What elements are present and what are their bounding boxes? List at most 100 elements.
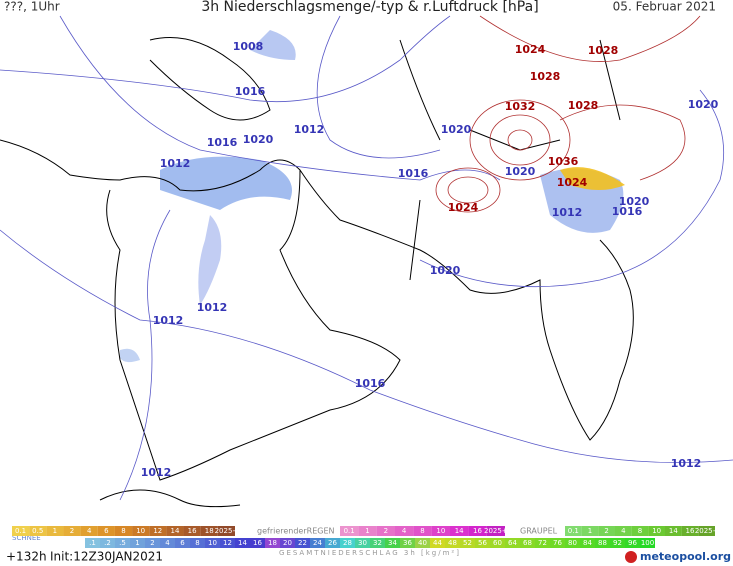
legend-value: 72 xyxy=(538,539,547,547)
legend-value: 2025+ xyxy=(215,527,239,535)
legend-value: 2 xyxy=(604,527,608,535)
legend-cell xyxy=(217,526,235,536)
legend-cell xyxy=(340,538,355,548)
legend-cell xyxy=(166,526,184,536)
legend-cell xyxy=(183,526,201,536)
forecast-lead: +132h xyxy=(6,550,47,564)
isobar-label: 1012 xyxy=(552,206,583,219)
legend-value: 8 xyxy=(420,527,424,535)
legend-cell xyxy=(220,538,235,548)
brand: meteopool.org xyxy=(640,550,731,563)
legend-value: 4 xyxy=(402,527,407,535)
snow-label: SCHNEE xyxy=(12,534,41,542)
legend-value: 16 xyxy=(188,527,197,535)
legend-value: 1 xyxy=(588,527,592,535)
legend-value: 6 xyxy=(104,527,109,535)
legend-cell xyxy=(581,526,599,536)
legend-cell xyxy=(85,538,100,548)
legend-cell xyxy=(580,538,595,548)
legend-value: 20 xyxy=(283,539,292,547)
legend-cell xyxy=(468,526,487,536)
legend-value: 6 xyxy=(180,539,185,547)
isobar-label: 1024 xyxy=(557,176,588,189)
legend-cell xyxy=(115,538,130,548)
legend-value: .1 xyxy=(89,539,96,547)
legend-value: 12 xyxy=(153,527,162,535)
legend-cell xyxy=(280,538,295,548)
init-time: Init:12Z30JAN2021 xyxy=(50,550,163,564)
isobar-label: 1020 xyxy=(688,98,719,111)
isobar-label: 1016 xyxy=(398,167,429,180)
legend-cell xyxy=(385,538,400,548)
legend-value: 64 xyxy=(508,539,517,547)
legend-value: 30 xyxy=(358,539,367,547)
legend-cell xyxy=(190,538,205,548)
legend-value: 18 xyxy=(205,527,214,535)
header-left: ???, 1Uhr xyxy=(4,0,60,14)
legend-value: 88 xyxy=(598,539,607,547)
legend-cell xyxy=(610,538,625,548)
legend-cell xyxy=(130,538,145,548)
legend-cell xyxy=(235,538,250,548)
legend-cell xyxy=(200,526,218,536)
isobar-label: 1012 xyxy=(160,157,191,170)
legend-value: 2025+ xyxy=(484,527,508,535)
legend-cell xyxy=(400,538,415,548)
legend-cell xyxy=(565,538,580,548)
legend-value: 8 xyxy=(638,527,642,535)
legend-cell xyxy=(295,538,310,548)
legend-value: 14 xyxy=(669,527,678,535)
legend-cell xyxy=(80,526,98,536)
legend-value: 10 xyxy=(136,527,145,535)
legend-cell xyxy=(490,538,505,548)
legend-cell xyxy=(550,538,565,548)
legend-cell xyxy=(250,538,265,548)
legend-value: 0.1 xyxy=(15,527,26,535)
legend-cell xyxy=(97,526,115,536)
legend-value: 34 xyxy=(388,539,397,547)
legend-cell xyxy=(681,526,699,536)
legend-cell xyxy=(355,538,370,548)
legend-value: 76 xyxy=(553,539,562,547)
isobar-label: 1028 xyxy=(530,70,561,83)
legend-value: 10 xyxy=(208,539,217,547)
legend-cell xyxy=(358,526,377,536)
legend-value: 80 xyxy=(568,539,577,547)
legend-cell xyxy=(114,526,133,536)
legend-cell xyxy=(415,538,430,548)
isobar-label: 1016 xyxy=(355,377,386,390)
isobar-label: 1024 xyxy=(448,201,479,214)
isobar-label: 1020 xyxy=(430,264,461,277)
legend-cell xyxy=(376,526,395,536)
legend-value: 4 xyxy=(87,527,92,535)
legend-cell xyxy=(160,538,175,548)
legend-cell xyxy=(205,538,220,548)
total-label: GESAMTNIEDERSCHLAG 3h [kg/m²] xyxy=(279,549,461,557)
legend-value: 32 xyxy=(373,539,382,547)
legend-cell xyxy=(595,538,610,548)
isobar-label: 1024 xyxy=(515,43,546,56)
legend-value: 16 xyxy=(253,539,262,547)
brand-logo xyxy=(625,551,637,563)
legend-cell xyxy=(486,526,505,536)
legend-value: 40 xyxy=(418,539,427,547)
legend-cell xyxy=(370,538,385,548)
legend-value: 56 xyxy=(478,539,487,547)
legend: SCHNEE gefrierenderREGEN GRAUPEL GESAMTN… xyxy=(12,526,719,557)
legend-value: 2 xyxy=(70,527,74,535)
legend-value: 84 xyxy=(583,539,592,547)
legend-cell xyxy=(615,526,632,536)
legend-value: .5 xyxy=(119,539,126,547)
legend-value: 0.1 xyxy=(344,527,355,535)
legend-cell xyxy=(145,538,160,548)
legend-value: 1 xyxy=(135,539,139,547)
legend-cell xyxy=(413,526,432,536)
legend-value: .2 xyxy=(104,539,111,547)
legend-value: 2 xyxy=(384,527,388,535)
header-date: 05. Februar 2021 xyxy=(613,0,716,14)
isobar-label: 1020 xyxy=(505,165,536,178)
legend-cell xyxy=(598,526,615,536)
